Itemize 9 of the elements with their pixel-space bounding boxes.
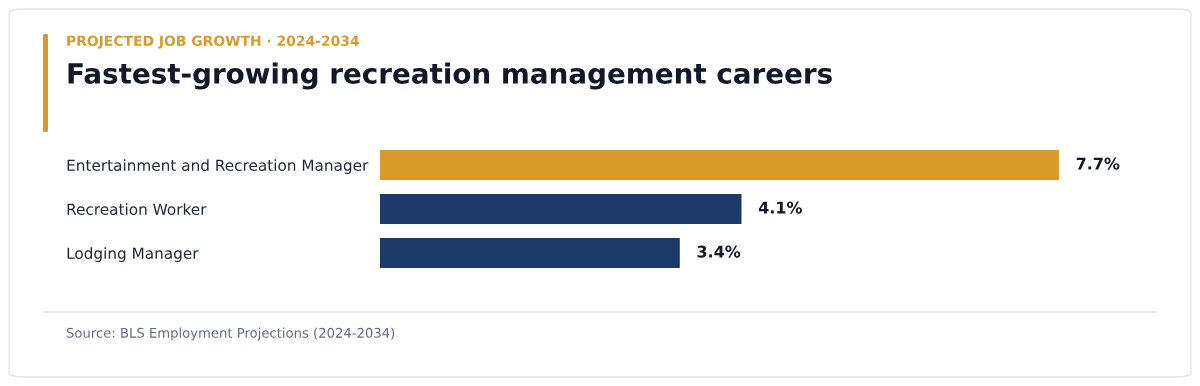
chart-title: Fastest-growing recreation management careers <box>68 62 832 90</box>
source-note: Source: BLS Employment Projections (2024-2034) <box>66 327 395 341</box>
y-tick-label: Lodging Manager <box>67 247 199 262</box>
data-label: 7.7% <box>1076 157 1120 170</box>
data-label: 3.4% <box>697 245 741 258</box>
text: PROJECTED JOB GROWTH · 2024-2034 <box>67 35 359 49</box>
y-tick-label: Recreation Worker <box>67 203 207 216</box>
data-label: 4.1% <box>758 201 802 214</box>
y-tick-label: Entertainment and Recreation Manager <box>67 159 369 174</box>
